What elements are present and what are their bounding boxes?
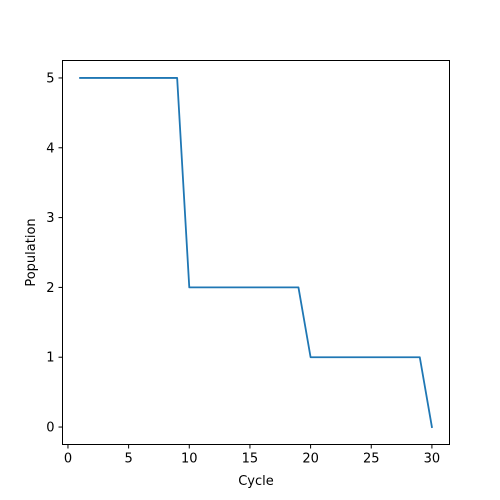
x-tick-label: 30 bbox=[424, 452, 441, 467]
y-tick-label: 4 bbox=[46, 141, 54, 156]
y-tick-label: 0 bbox=[46, 421, 54, 436]
axis-ticks: 0 5 10 15 20 25 30 0 1 2 3 4 5 bbox=[46, 71, 440, 466]
series-line bbox=[79, 77, 433, 429]
x-tick-label: 10 bbox=[181, 452, 198, 467]
x-tick-label: 15 bbox=[242, 452, 259, 467]
x-tick-label: 25 bbox=[363, 452, 380, 467]
x-tick-label: 5 bbox=[124, 452, 132, 467]
y-tick-label: 1 bbox=[46, 351, 54, 366]
y-tick-label: 2 bbox=[46, 281, 54, 296]
plot-area bbox=[79, 77, 433, 429]
x-tick-label: 20 bbox=[302, 452, 319, 467]
x-axis-label: Cycle bbox=[238, 474, 274, 489]
y-axis-label: Population bbox=[24, 218, 39, 286]
y-tick-label: 5 bbox=[46, 71, 54, 86]
x-tick-label: 0 bbox=[64, 452, 72, 467]
axes-frame bbox=[62, 60, 450, 445]
y-tick-label: 3 bbox=[46, 211, 54, 226]
